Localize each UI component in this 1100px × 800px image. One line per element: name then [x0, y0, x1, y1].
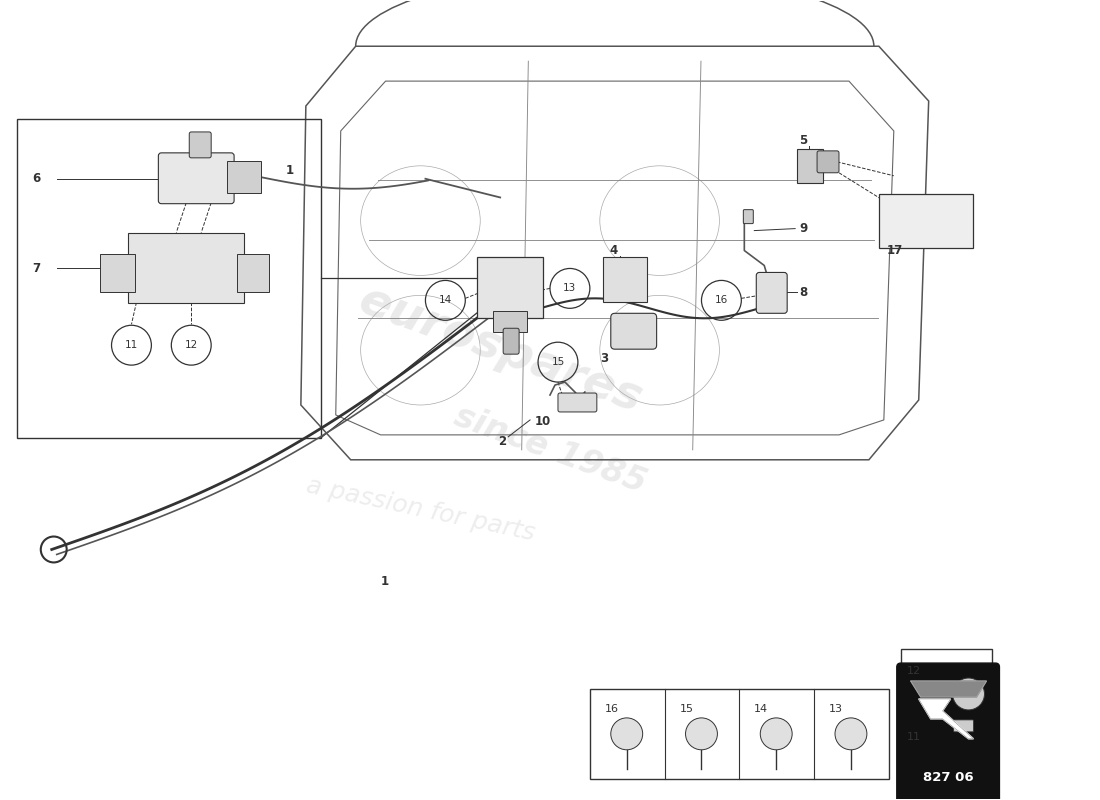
Text: 1: 1 — [286, 164, 294, 178]
FancyBboxPatch shape — [879, 194, 972, 247]
Circle shape — [835, 718, 867, 750]
Text: since 1985: since 1985 — [450, 400, 650, 500]
FancyBboxPatch shape — [129, 233, 244, 303]
FancyBboxPatch shape — [954, 720, 974, 732]
FancyBboxPatch shape — [238, 254, 270, 292]
Polygon shape — [911, 681, 987, 697]
FancyBboxPatch shape — [100, 254, 135, 292]
Text: 16: 16 — [605, 704, 619, 714]
Text: 14: 14 — [755, 704, 769, 714]
Text: 2: 2 — [498, 435, 506, 448]
Text: 14: 14 — [439, 295, 452, 306]
FancyBboxPatch shape — [477, 258, 543, 318]
Text: eurospares: eurospares — [352, 278, 648, 422]
FancyBboxPatch shape — [493, 311, 527, 332]
Text: 9: 9 — [799, 222, 807, 235]
FancyBboxPatch shape — [158, 153, 234, 204]
FancyBboxPatch shape — [757, 273, 788, 314]
FancyBboxPatch shape — [744, 210, 754, 224]
Text: 827 06: 827 06 — [923, 770, 974, 784]
FancyBboxPatch shape — [817, 151, 839, 173]
Text: 16: 16 — [715, 295, 728, 306]
Text: 11: 11 — [906, 732, 921, 742]
Text: 17: 17 — [887, 244, 903, 257]
Text: 4: 4 — [609, 244, 618, 257]
Text: 5: 5 — [799, 134, 807, 147]
Text: a passion for parts: a passion for parts — [304, 474, 537, 546]
Text: 13: 13 — [829, 704, 843, 714]
FancyBboxPatch shape — [896, 663, 1000, 800]
FancyBboxPatch shape — [503, 328, 519, 354]
Text: 15: 15 — [680, 704, 693, 714]
Text: 12: 12 — [906, 666, 921, 676]
Text: 8: 8 — [799, 286, 807, 299]
Text: 10: 10 — [535, 415, 551, 429]
FancyBboxPatch shape — [189, 132, 211, 158]
FancyBboxPatch shape — [603, 257, 647, 302]
Text: 3: 3 — [600, 352, 608, 365]
Circle shape — [760, 718, 792, 750]
Text: 6: 6 — [32, 172, 40, 186]
FancyBboxPatch shape — [558, 393, 597, 412]
FancyBboxPatch shape — [227, 161, 261, 193]
Circle shape — [610, 718, 642, 750]
Text: 1: 1 — [381, 575, 388, 588]
Text: 15: 15 — [551, 357, 564, 367]
FancyBboxPatch shape — [798, 149, 823, 182]
Circle shape — [953, 678, 984, 710]
Text: 7: 7 — [32, 262, 40, 275]
Polygon shape — [918, 699, 974, 739]
Circle shape — [685, 718, 717, 750]
FancyBboxPatch shape — [610, 314, 657, 349]
Text: 13: 13 — [563, 283, 576, 294]
Text: 12: 12 — [185, 340, 198, 350]
Text: 11: 11 — [124, 340, 139, 350]
